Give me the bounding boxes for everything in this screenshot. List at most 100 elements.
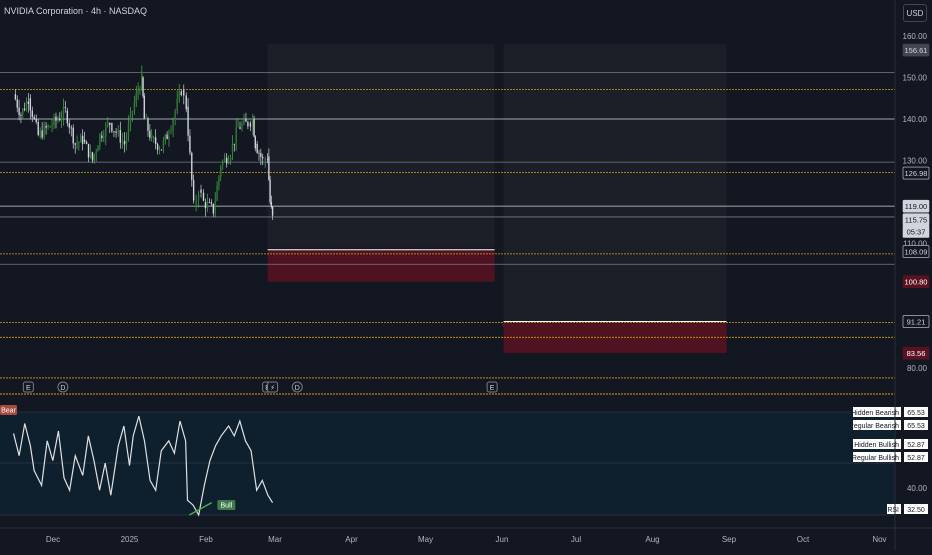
rsi-legend-entry: RSI 32.50 <box>887 504 928 514</box>
candle-body <box>117 129 119 133</box>
candle-body <box>147 118 149 131</box>
candle-body <box>233 143 236 145</box>
earnings-icon <box>486 381 498 393</box>
candle-body <box>133 101 136 112</box>
legend-value: 52.87 <box>907 455 925 462</box>
price-tick-label: 130.00 <box>903 157 928 166</box>
time-tick-label: Nov <box>872 535 886 544</box>
candle-body <box>78 142 80 144</box>
horizontal-levels <box>0 72 895 379</box>
candle-body <box>227 160 230 164</box>
candle-body <box>60 117 63 121</box>
candle-body <box>220 167 222 177</box>
candle-body <box>266 158 269 160</box>
candle-body <box>47 125 49 128</box>
candle-body <box>212 203 215 214</box>
candle-body <box>93 154 96 161</box>
time-tick-label: Mar <box>268 535 282 544</box>
candle-body <box>53 116 55 126</box>
candle-body <box>91 152 94 161</box>
rsi-tick-label: 40.00 <box>907 484 928 493</box>
candle-body <box>172 119 174 131</box>
candle-body <box>189 135 191 153</box>
time-axis[interactable]: Dec 2025 Feb Mar Apr May Jun Jul Aug Sep Oct Nov <box>46 535 887 544</box>
candle-body <box>158 149 161 151</box>
event-marker-label: E <box>490 385 495 392</box>
candle-body <box>135 93 137 103</box>
time-tick-label: Oct <box>797 535 810 544</box>
event-marker[interactable]: D <box>291 381 303 393</box>
candle-body <box>176 98 178 111</box>
candle-body <box>85 141 88 144</box>
candle-body <box>225 157 228 164</box>
event-marker-label: E <box>26 385 31 392</box>
price-label-box <box>902 315 930 328</box>
candle-body <box>143 96 145 119</box>
rsi-line <box>12 415 274 517</box>
bullish-divergence-line <box>189 502 213 516</box>
candle-body <box>191 152 193 181</box>
time-tick-label: May <box>418 535 433 544</box>
candle-body <box>49 126 51 128</box>
candle-body <box>127 123 130 137</box>
event-marker[interactable]: E <box>22 381 34 393</box>
price-label-text: 126.98 <box>905 169 928 178</box>
legend-name-box <box>853 420 901 430</box>
time-tick-label: Aug <box>645 535 659 544</box>
candle-body <box>99 134 101 147</box>
price-label-badge: 115.75 <box>902 213 930 226</box>
legend-name-box <box>853 439 901 449</box>
price-axis[interactable]: 160.00 150.00 140.00 130.00 110.00 80.00 <box>903 32 928 373</box>
legend-name-box <box>887 504 901 514</box>
candle-body <box>243 119 245 125</box>
candle-body <box>216 186 218 201</box>
candle-body <box>204 202 207 209</box>
candle-body <box>76 143 78 145</box>
candle-body <box>70 127 72 129</box>
annotation-box <box>217 500 236 510</box>
price-tick-label: 140.00 <box>903 115 928 124</box>
price-label-badge: 126.98 <box>902 166 930 180</box>
time-tick-label: Jul <box>571 535 581 544</box>
candle-body <box>62 106 65 118</box>
legend-value-box <box>904 407 928 417</box>
candle-body <box>245 119 247 122</box>
legend-value: 65.53 <box>907 410 925 417</box>
price-label-text: 115.75 <box>905 216 927 225</box>
legend-name: Regular Bullish <box>852 455 899 462</box>
legend-value: 65.53 <box>907 423 925 430</box>
event-markers[interactable]: EDE⚡DE <box>22 381 498 393</box>
candle-body <box>183 89 185 96</box>
event-marker[interactable]: D <box>57 381 69 393</box>
red-target-zone <box>267 249 495 282</box>
price-tick-label: 150.00 <box>903 74 928 83</box>
legend-name: Hidden Bullish <box>854 442 899 449</box>
candle-body <box>119 129 122 143</box>
currency-button[interactable]: USD <box>903 4 927 22</box>
candle-body <box>237 126 239 128</box>
legend-value-box <box>904 420 928 430</box>
rsi-divergence-lines <box>189 502 213 516</box>
annotation-text: Bull <box>221 503 233 510</box>
candle-body <box>111 123 113 132</box>
price-tick-label: 80.00 <box>907 364 928 373</box>
candle-body <box>55 116 57 121</box>
candle-body <box>80 135 82 143</box>
time-tick-label: 2025 <box>121 535 139 544</box>
event-marker[interactable]: E <box>486 381 498 393</box>
candle-body <box>33 117 35 119</box>
event-marker[interactable]: ⚡ <box>267 381 279 393</box>
candle-body <box>214 200 216 211</box>
candle-body <box>270 202 273 207</box>
legend-value-box <box>904 439 928 449</box>
candle-body <box>29 98 32 111</box>
candle-body <box>258 152 260 154</box>
price-label-badge: 91.21 <box>902 315 930 328</box>
candle-body <box>121 140 124 143</box>
candle-body <box>210 202 213 204</box>
candle-body <box>131 111 134 113</box>
candle-body <box>97 146 99 152</box>
candle-body <box>142 77 144 97</box>
